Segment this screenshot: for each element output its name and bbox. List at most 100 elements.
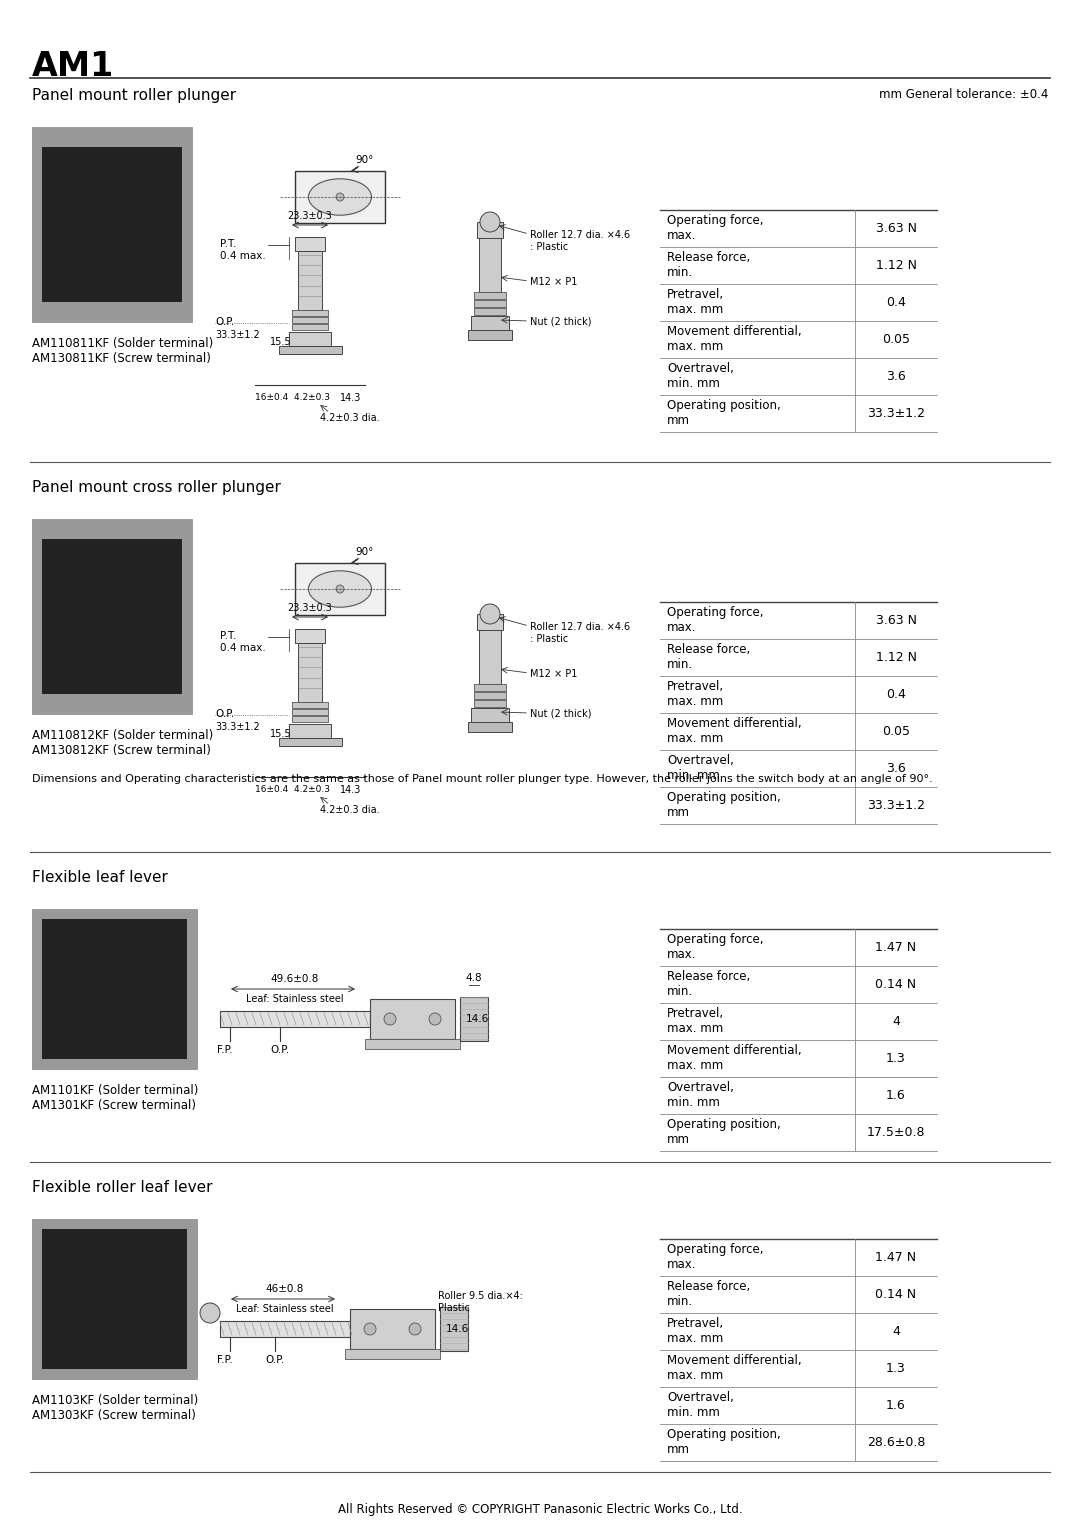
Text: AM130812KF (Screw terminal): AM130812KF (Screw terminal): [32, 744, 211, 756]
Text: 4.2±0.3 dia.: 4.2±0.3 dia.: [320, 805, 380, 814]
Text: AM1101KF (Solder terminal): AM1101KF (Solder terminal): [32, 1083, 199, 1097]
Text: 4: 4: [892, 1325, 900, 1339]
Text: min. mm: min. mm: [667, 377, 720, 390]
Text: Overtravel,: Overtravel,: [667, 753, 734, 767]
Text: mm: mm: [667, 1442, 690, 1456]
Circle shape: [409, 1323, 421, 1335]
Text: max. mm: max. mm: [667, 1059, 724, 1071]
Text: 0.4: 0.4: [886, 688, 906, 701]
Text: 3.6: 3.6: [886, 762, 906, 775]
Text: Overtravel,: Overtravel,: [667, 1080, 734, 1094]
Bar: [471, 709, 509, 723]
Bar: [474, 685, 507, 691]
Text: max.: max.: [667, 620, 697, 634]
Text: Movement differential,: Movement differential,: [667, 325, 801, 338]
Text: Operating position,: Operating position,: [667, 399, 781, 413]
Bar: [32, 909, 197, 1070]
Bar: [293, 701, 328, 707]
Text: O.P.: O.P.: [270, 1045, 289, 1054]
Bar: [460, 996, 488, 1041]
Text: Leaf: Stainless steel: Leaf: Stainless steel: [237, 1303, 334, 1314]
Text: AM110812KF (Solder terminal): AM110812KF (Solder terminal): [32, 729, 213, 743]
Text: max. mm: max. mm: [667, 303, 724, 316]
Text: max. mm: max. mm: [667, 339, 724, 353]
Text: AM110811KF (Solder terminal): AM110811KF (Solder terminal): [32, 338, 213, 350]
Text: max.: max.: [667, 1258, 697, 1271]
Text: min.: min.: [667, 266, 693, 278]
Text: M12 × P1: M12 × P1: [530, 277, 578, 287]
Text: Operating force,: Operating force,: [667, 214, 764, 226]
Bar: [298, 643, 322, 701]
Text: max. mm: max. mm: [667, 1022, 724, 1034]
Text: Pretravel,: Pretravel,: [667, 287, 724, 301]
Text: 23.3±0.3: 23.3±0.3: [287, 211, 333, 222]
Text: Operating position,: Operating position,: [667, 1118, 781, 1131]
Text: Movement differential,: Movement differential,: [667, 1354, 801, 1368]
Bar: [295, 630, 325, 643]
Text: max. mm: max. mm: [667, 1369, 724, 1381]
Text: Release force,: Release force,: [667, 1280, 751, 1293]
Text: mm: mm: [667, 1132, 690, 1146]
Text: Pretravel,: Pretravel,: [667, 680, 724, 692]
Circle shape: [336, 585, 345, 593]
Text: Flexible leaf lever: Flexible leaf lever: [32, 869, 167, 885]
Text: 33.3±1.2: 33.3±1.2: [215, 723, 260, 732]
Bar: [220, 1012, 370, 1027]
Bar: [279, 738, 341, 746]
Text: 15.5: 15.5: [270, 729, 292, 740]
Ellipse shape: [309, 179, 372, 215]
Text: 16±0.4  4.2±0.3: 16±0.4 4.2±0.3: [255, 785, 330, 795]
Text: max. mm: max. mm: [667, 695, 724, 707]
Text: 33.3±1.2: 33.3±1.2: [215, 330, 260, 341]
Circle shape: [336, 193, 345, 202]
Text: Nut (2 thick): Nut (2 thick): [530, 709, 592, 720]
Circle shape: [429, 1013, 441, 1025]
Bar: [293, 310, 328, 316]
Bar: [474, 700, 507, 707]
Text: max.: max.: [667, 947, 697, 961]
Text: Panel mount cross roller plunger: Panel mount cross roller plunger: [32, 480, 281, 495]
Bar: [220, 1322, 350, 1337]
Text: max. mm: max. mm: [667, 1332, 724, 1345]
Bar: [289, 332, 330, 345]
Bar: [365, 1039, 460, 1050]
Bar: [477, 614, 503, 630]
Text: Pretravel,: Pretravel,: [667, 1007, 724, 1019]
Text: max.: max.: [667, 229, 697, 241]
Text: Flexible roller leaf lever: Flexible roller leaf lever: [32, 1180, 213, 1195]
Text: min.: min.: [667, 1294, 693, 1308]
Text: 14.6: 14.6: [465, 1015, 489, 1024]
Text: : Plastic: : Plastic: [530, 241, 568, 252]
Text: 0.4 max.: 0.4 max.: [220, 251, 266, 261]
Text: Plastic: Plastic: [438, 1303, 470, 1313]
Bar: [295, 237, 325, 251]
Text: 49.6±0.8: 49.6±0.8: [271, 973, 320, 984]
Bar: [471, 316, 509, 330]
Text: Overtravel,: Overtravel,: [667, 362, 734, 374]
Bar: [42, 1229, 187, 1369]
Text: Leaf: Stainless steel: Leaf: Stainless steel: [246, 995, 343, 1004]
Bar: [42, 539, 183, 694]
Text: All Rights Reserved © COPYRIGHT Panasonic Electric Works Co., Ltd.: All Rights Reserved © COPYRIGHT Panasoni…: [338, 1504, 742, 1516]
Text: 1.3: 1.3: [886, 1051, 906, 1065]
Text: 0.14 N: 0.14 N: [876, 1288, 917, 1300]
Text: Roller 9.5 dia.×4:: Roller 9.5 dia.×4:: [438, 1291, 523, 1300]
Text: Roller 12.7 dia. ×4.6: Roller 12.7 dia. ×4.6: [530, 231, 630, 240]
Text: 90°: 90°: [355, 547, 374, 558]
Text: 14.6: 14.6: [446, 1323, 469, 1334]
Text: Release force,: Release force,: [667, 970, 751, 983]
Text: Panel mount roller plunger: Panel mount roller plunger: [32, 89, 237, 102]
Text: Overtravel,: Overtravel,: [667, 1390, 734, 1404]
Text: 4: 4: [892, 1015, 900, 1028]
Ellipse shape: [309, 571, 372, 607]
Text: : Plastic: : Plastic: [530, 634, 568, 643]
Text: Operating force,: Operating force,: [667, 607, 764, 619]
Text: 0.14 N: 0.14 N: [876, 978, 917, 992]
Bar: [474, 309, 507, 315]
Bar: [345, 1349, 440, 1358]
Bar: [474, 292, 507, 299]
Text: 1.6: 1.6: [886, 1089, 906, 1102]
Bar: [293, 324, 328, 330]
Text: mm: mm: [667, 414, 690, 426]
Text: M12 × P1: M12 × P1: [530, 669, 578, 678]
